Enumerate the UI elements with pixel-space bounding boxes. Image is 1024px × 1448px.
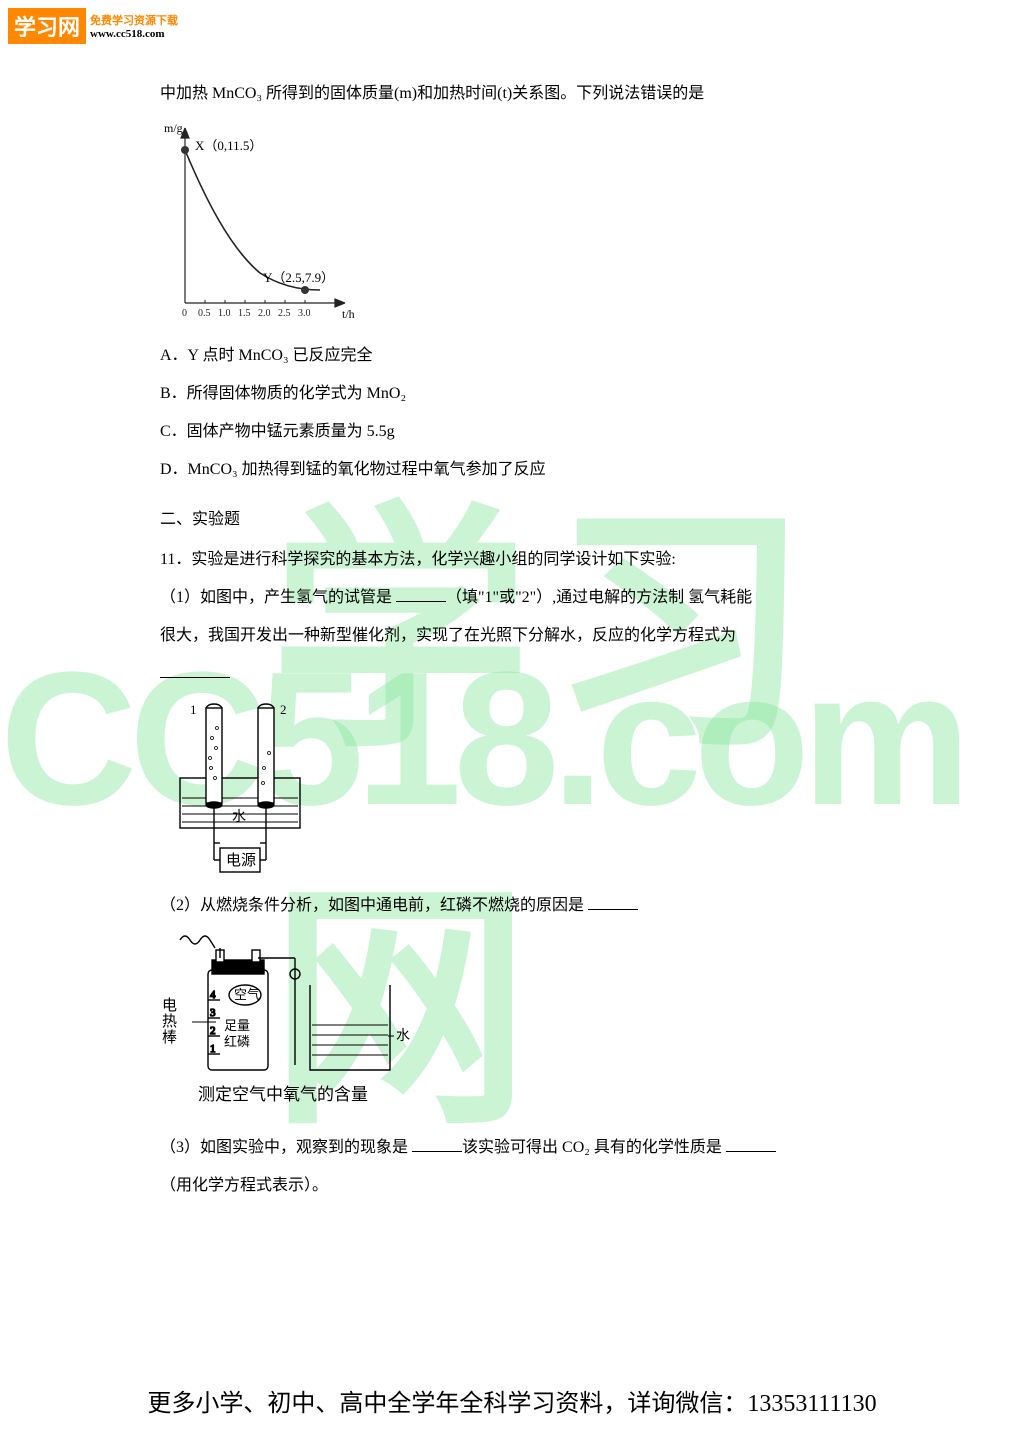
option-c: C．固体产物中锰元素质量为 5.5g (160, 416, 860, 448)
diagram2-caption: 测定空气中氧气的含量 (198, 1085, 368, 1104)
svg-text:2.5: 2.5 (278, 308, 291, 319)
svg-text:4: 4 (210, 989, 216, 1001)
svg-text:1.0: 1.0 (218, 308, 231, 319)
svg-text:3: 3 (210, 1007, 216, 1019)
svg-text:2.0: 2.0 (258, 308, 271, 319)
chart-xlabel: t/h (342, 307, 355, 321)
q11-part1: （1）如图中，产生氢气的试管是 （填"1"或"2"）,通过电解的方法制 氢气耗能 (160, 582, 860, 614)
blank (396, 586, 446, 602)
blank (588, 894, 638, 910)
blank (160, 662, 230, 678)
q11-intro: 11．实验是进行科学探究的基本方法，化学兴趣小组的同学设计如下实验: (160, 544, 860, 576)
svg-text:2: 2 (210, 1025, 216, 1037)
q11-part3b: （用化学方程式表示）。 (160, 1170, 860, 1202)
logo-cn: 学习网 (8, 8, 86, 44)
svg-text:1.5: 1.5 (238, 308, 251, 319)
svg-text:0.5: 0.5 (198, 308, 211, 319)
q11-part1b: 很大，我国开发出一种新型催化剂，实现了在光照下分解水，反应的化学方程式为 (160, 620, 860, 652)
option-b: B．所得固体物质的化学式为 MnO₂ (160, 378, 860, 410)
option-a: A．Y 点时 MnCO₃ 已反应完全 (160, 340, 860, 372)
q11-part2: （2）从燃烧条件分析，如图中通电前，红磷不燃烧的原因是 (160, 890, 860, 922)
chart-point-x (181, 146, 189, 154)
blank (412, 1136, 462, 1152)
chart-curve (185, 150, 320, 290)
chart-ylabel: m/g (164, 121, 183, 135)
chart-point-y (301, 286, 309, 294)
chart-label-y: Y（2.5,7.9） (263, 270, 334, 285)
logo-tagline: 免费学习资源下载 (90, 12, 178, 28)
phosphorus-label-1: 足量 (224, 1018, 250, 1033)
tube-2-label: 2 (280, 702, 287, 717)
q11-part3: （3）如图实验中，观察到的现象是 该实验可得出 CO₂ 具有的化学性质是 (160, 1132, 860, 1164)
water-label: 水 (232, 809, 246, 825)
oxygen-measure-diagram: 4 3 2 1 电热棒 空气 足量 红磷 水 测定空气中氧气的含量 (160, 930, 420, 1120)
question-intro: 中加热 MnCO₃ 所得到的固体质量(m)和加热时间(t)关系图。下列说法错误的… (160, 78, 860, 110)
mass-time-chart: m/g t/h X（0,11.5） Y（2.5,7.9） 0 0.5 1.0 1… (160, 118, 360, 328)
heater-label: 电热棒 (162, 997, 177, 1046)
site-logo: 学习网 免费学习资源下载 www.cc518.com (8, 8, 178, 44)
blank (726, 1136, 776, 1152)
chart-label-x: X（0,11.5） (195, 138, 262, 153)
logo-url: www.cc518.com (90, 28, 178, 40)
power-label: 电源 (226, 852, 256, 869)
svg-text:0: 0 (182, 308, 187, 319)
page-content: 中加热 MnCO₃ 所得到的固体质量(m)和加热时间(t)关系图。下列说法错误的… (160, 78, 860, 1208)
beaker-water-hatch (312, 1025, 388, 1055)
section-2-heading: 二、实验题 (160, 504, 860, 536)
electrolysis-diagram: 1 2 水 电源 (160, 698, 320, 878)
air-label: 空气 (234, 987, 260, 1002)
wire-icon (180, 936, 215, 948)
page-footer: 更多小学、初中、高中全学年全科学习资料，详询微信：13353111130 (0, 1383, 1024, 1418)
tube-1-label: 1 (190, 702, 197, 717)
phosphorus-label-2: 红磷 (224, 1034, 250, 1049)
svg-text:1: 1 (210, 1043, 216, 1055)
water-label-2: 水 (396, 1028, 410, 1044)
svg-text:3.0: 3.0 (298, 308, 311, 319)
option-d: D．MnCO₃ 加热得到锰的氧化物过程中氧气参加了反应 (160, 454, 860, 486)
